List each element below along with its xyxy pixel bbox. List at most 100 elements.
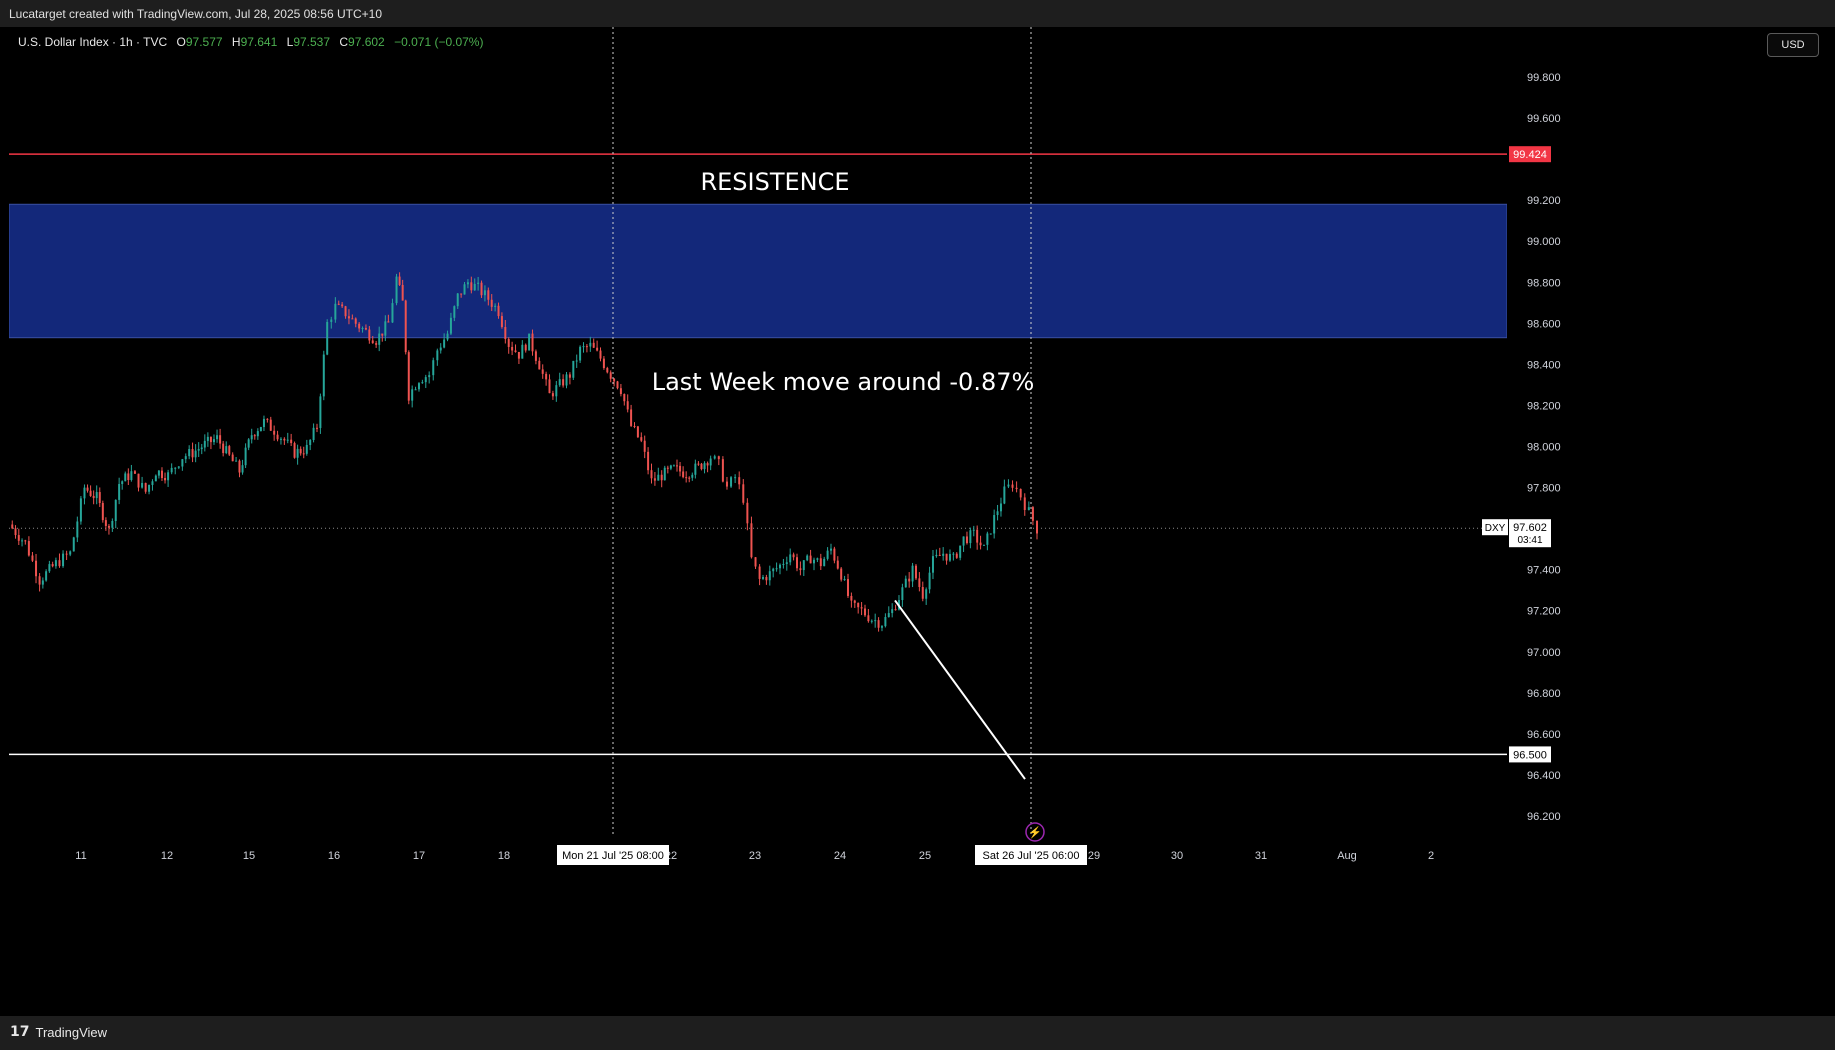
candle-body-192 (653, 478, 656, 481)
x-tick-13: Aug (1337, 850, 1357, 862)
y-tick-5: 98.600 (1527, 318, 1561, 330)
candle-body-9 (41, 580, 44, 585)
close-label: C (339, 35, 349, 49)
support-price-tag (1509, 746, 1551, 763)
candle-body-248 (846, 579, 849, 596)
candle-body-118 (401, 284, 404, 301)
y-tick-15: 96.400 (1527, 770, 1561, 782)
candle-body-269 (918, 578, 921, 588)
tradingview-brand[interactable]: 𝟭𝟳 TradingView (10, 1024, 107, 1040)
candle-body-141 (480, 282, 483, 296)
candle-body-61 (212, 439, 215, 443)
candle-body-97 (330, 319, 333, 322)
candle-body-188 (640, 437, 643, 441)
candle-body-142 (483, 290, 486, 296)
candle-body-139 (473, 283, 476, 291)
y-tick-1: 99.600 (1527, 113, 1561, 125)
candle-body-222 (758, 566, 761, 579)
candle-body-265 (904, 578, 907, 588)
candle-body-84 (286, 439, 289, 441)
candle-body-124 (421, 382, 424, 384)
candle-body-184 (626, 401, 629, 410)
x-tick-12: 31 (1255, 850, 1267, 862)
change-value: −0.071 (−0.07%) (394, 35, 484, 49)
event-icon (1025, 822, 1045, 842)
chart-svg[interactable]: RESISTENCE Last Week move around -0.87% 99… (9, 27, 1759, 1016)
time-marker-tag-2 (975, 845, 1087, 865)
candle-body-215 (730, 477, 733, 487)
candle-body-134 (456, 293, 459, 307)
chart-area[interactable]: RESISTENCE Last Week move around -0.87% 99… (9, 27, 1759, 1016)
time-marker-label-2: Sat 26 Jul '25 06:00 (983, 850, 1080, 862)
candle-body-302 (1036, 520, 1038, 534)
y-tick-7: 98.200 (1527, 400, 1561, 412)
candle-body-69 (238, 460, 241, 473)
y-tick-0: 99.800 (1527, 72, 1561, 84)
candle-body-53 (188, 449, 191, 457)
candle-body-42 (151, 481, 154, 485)
candle-body-257 (877, 620, 880, 628)
y-tick-6: 98.400 (1527, 359, 1561, 371)
candle-body-250 (853, 600, 856, 603)
candle-body-65 (225, 446, 228, 454)
candle-body-60 (209, 436, 212, 443)
candle-body-22 (86, 487, 89, 491)
candle-body-68 (235, 460, 238, 462)
candle-body-187 (636, 426, 639, 438)
candle-body-229 (782, 564, 785, 566)
y-tick-14: 96.600 (1527, 729, 1561, 741)
x-tick-10: 29 (1088, 850, 1100, 862)
candle-body-83 (283, 438, 286, 441)
candle-body-40 (144, 482, 147, 492)
candle-body-146 (497, 305, 500, 317)
candle-body-135 (460, 293, 463, 295)
candle-body-80 (273, 430, 276, 435)
candle-body-176 (599, 350, 602, 359)
candle-body-136 (463, 284, 466, 295)
weekly-move-annotation: Last Week move around -0.87% (652, 368, 1035, 396)
candle-body-216 (734, 477, 737, 479)
candle-body-155 (528, 333, 531, 351)
candle-body-50 (177, 466, 180, 468)
candle-body-6 (31, 555, 34, 561)
candle-body-193 (657, 474, 660, 481)
candle-body-32 (118, 483, 121, 500)
candle-body-30 (111, 520, 114, 528)
candle-body-149 (507, 339, 510, 347)
candle-body-29 (107, 525, 110, 528)
candle-body-111 (378, 333, 381, 345)
candle-body-288 (982, 544, 985, 546)
currency-button[interactable]: USD (1767, 33, 1819, 57)
candle-body-162 (551, 393, 554, 397)
candle-body-293 (999, 503, 1002, 512)
candle-body-54 (191, 449, 194, 458)
candle-body-286 (976, 529, 979, 543)
candle-body-199 (675, 465, 678, 467)
x-tick-7: 23 (749, 850, 761, 862)
candle-body-57 (200, 447, 203, 450)
candle-body-5 (27, 541, 30, 556)
candle-body-195 (663, 467, 666, 481)
symbol-tag (1482, 519, 1508, 536)
candle-body-144 (490, 299, 493, 307)
candle-body-259 (884, 617, 887, 627)
candle-body-67 (231, 454, 234, 462)
candle-body-232 (792, 554, 795, 558)
candle-body-70 (241, 465, 244, 473)
candle-body-4 (24, 540, 27, 542)
candle-body-41 (148, 484, 151, 492)
candle-body-249 (850, 595, 853, 601)
candle-body-167 (568, 374, 571, 378)
candle-body-173 (589, 342, 592, 347)
candle-body-35 (127, 473, 130, 481)
candle-body-214 (725, 481, 728, 487)
candle-body-127 (432, 360, 435, 376)
candle-body-38 (137, 473, 140, 488)
candle-body-24 (92, 495, 95, 499)
candle-body-245 (836, 560, 839, 569)
candle-body-87 (296, 448, 299, 458)
candle-body-158 (538, 360, 541, 370)
candle-body-211 (713, 456, 716, 459)
candle-body-74 (253, 435, 256, 437)
candle-body-55 (194, 450, 197, 458)
